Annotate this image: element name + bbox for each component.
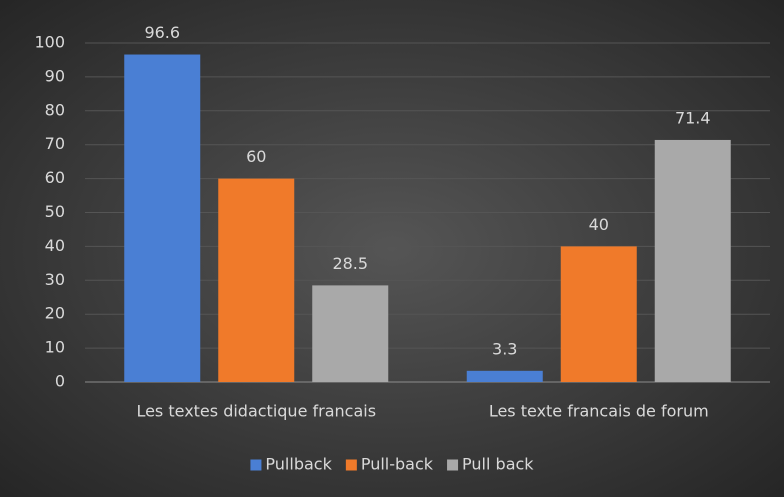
data-label: 3.3 [492, 339, 517, 358]
bar [124, 54, 201, 382]
y-tick-label: 90 [45, 66, 65, 85]
data-label: 60 [246, 147, 266, 166]
y-tick-label: 30 [45, 270, 65, 289]
bar [654, 139, 731, 382]
data-label: 96.6 [144, 23, 180, 42]
legend-swatch [447, 459, 459, 471]
y-tick-label: 10 [45, 338, 65, 357]
y-tick-label: 0 [55, 372, 65, 391]
y-tick-label: 60 [45, 168, 65, 187]
data-label: 28.5 [332, 254, 368, 273]
x-tick-label: Les textes didactique francais [136, 402, 376, 421]
y-tick-label: 20 [45, 304, 65, 323]
y-tick-label: 100 [34, 33, 65, 52]
y-tick-label: 80 [45, 100, 65, 119]
y-tick-label: 50 [45, 202, 65, 221]
x-tick-label: Les texte francais de forum [489, 402, 709, 421]
data-label: 71.4 [675, 108, 711, 127]
legend-label: Pull back [462, 455, 534, 474]
bar [312, 285, 389, 382]
bar [466, 370, 543, 382]
y-tick-label: 70 [45, 134, 65, 153]
y-tick-label: 40 [45, 236, 65, 255]
legend-label: Pull-back [361, 455, 434, 474]
legend-swatch [250, 459, 262, 471]
bar [560, 246, 637, 382]
legend-swatch [345, 459, 357, 471]
bar [218, 178, 295, 382]
data-label: 40 [589, 215, 609, 234]
legend-label: Pullback [265, 455, 332, 474]
